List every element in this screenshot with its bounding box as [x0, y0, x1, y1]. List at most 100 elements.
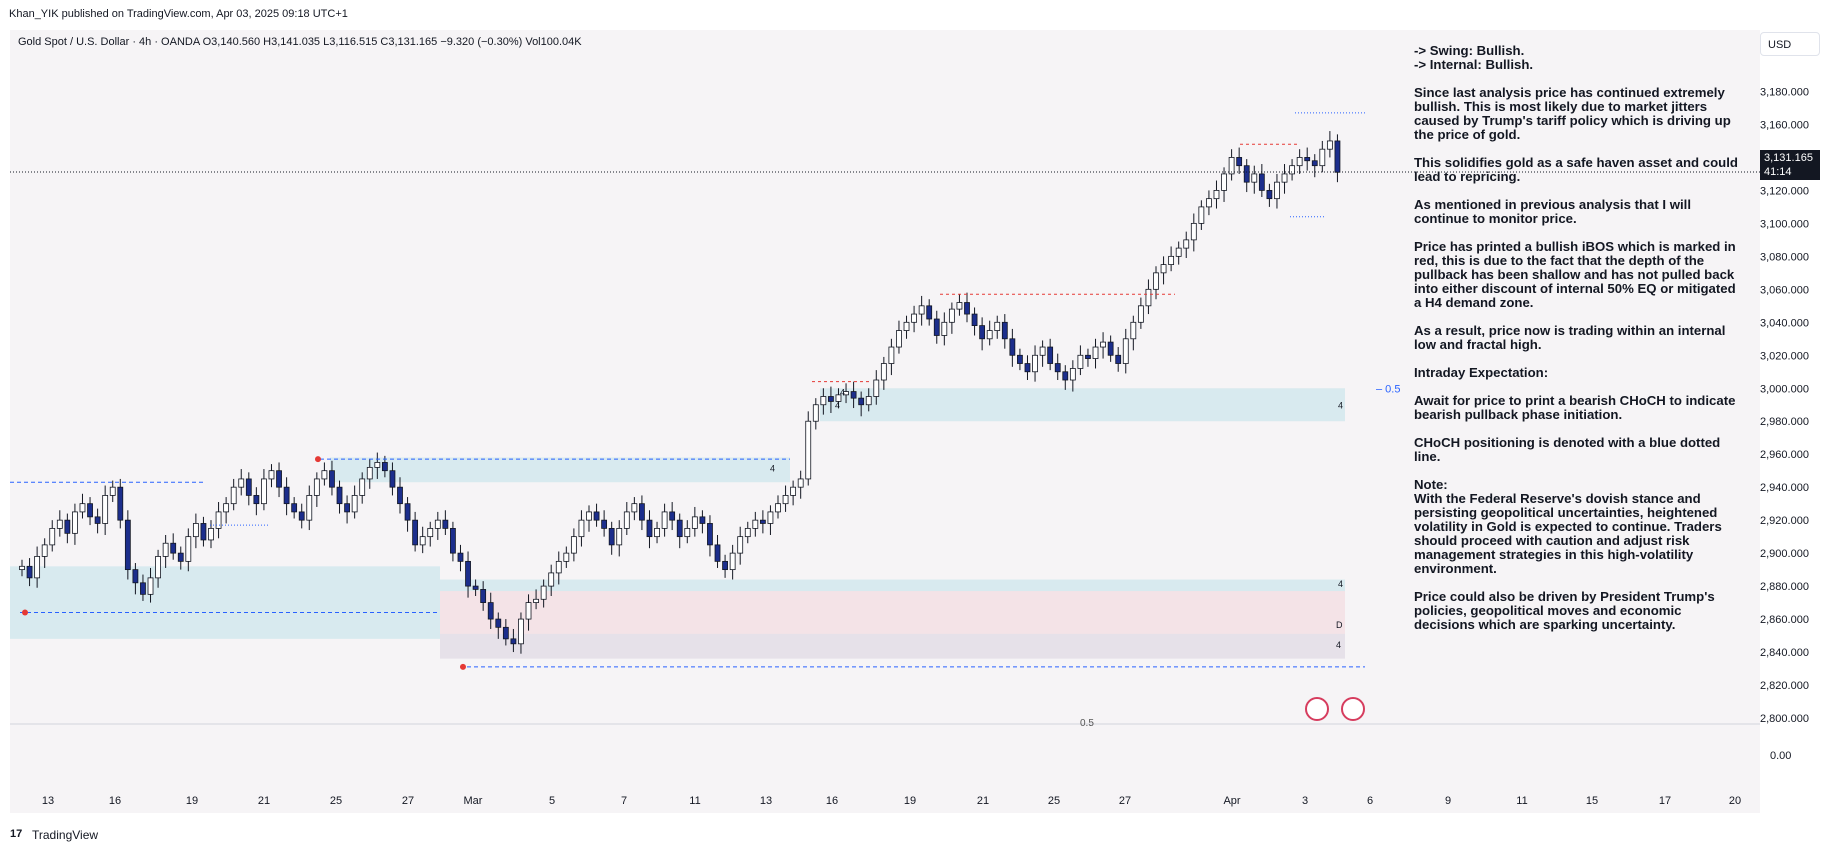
candle: [389, 470, 396, 488]
candle: [1069, 368, 1076, 381]
candle: [1047, 346, 1054, 364]
x-tick-label: 27: [1119, 795, 1131, 807]
us-flag-event-icon[interactable]: [1305, 697, 1329, 721]
candle: [351, 495, 358, 513]
candle: [1213, 190, 1220, 200]
candle: [994, 321, 1001, 331]
candle: [1251, 173, 1258, 183]
y-tick-label: 2,960.000: [1760, 449, 1809, 461]
candle: [1281, 173, 1288, 183]
candle: [170, 542, 177, 554]
zone-label: 4: [770, 463, 775, 473]
candle: [714, 544, 721, 562]
candle: [669, 511, 676, 521]
x-tick-label: 20: [1729, 795, 1741, 807]
candle: [124, 519, 131, 571]
candle: [87, 503, 93, 518]
candle: [1175, 247, 1182, 257]
candle: [759, 519, 766, 524]
candle: [276, 470, 282, 488]
candle: [737, 536, 744, 554]
tradingview-brand[interactable]: TradingView: [32, 828, 99, 842]
candle: [298, 511, 305, 521]
note-paragraph: Price could also be driven by President …: [1414, 589, 1715, 632]
x-tick-label: 6: [1367, 795, 1373, 807]
currency-button[interactable]: USD: [1760, 32, 1820, 56]
candle: [586, 511, 592, 521]
candle: [268, 470, 275, 480]
x-tick-label: Apr: [1223, 795, 1240, 807]
candle: [593, 511, 600, 521]
candle: [1085, 354, 1091, 359]
candle: [880, 363, 887, 381]
candle: [850, 391, 857, 399]
candle: [828, 396, 834, 402]
candle: [1017, 354, 1023, 364]
candle: [911, 313, 917, 323]
x-tick-label: 16: [826, 795, 838, 807]
candle: [162, 542, 169, 557]
candle: [1334, 140, 1341, 173]
candle: [676, 519, 683, 538]
candle: [1304, 157, 1311, 162]
demand-zone: [10, 566, 440, 639]
candle: [888, 346, 895, 364]
y-tick-label: 2,860.000: [1760, 614, 1809, 626]
candle: [1100, 341, 1106, 348]
note-paragraph: Price has printed a bullish iBOS which i…: [1414, 239, 1736, 310]
bar-countdown: 41:14: [1764, 166, 1792, 178]
candle: [616, 527, 623, 546]
us-flag-event-icon[interactable]: [1341, 697, 1365, 721]
candle: [427, 527, 434, 538]
candle: [790, 486, 797, 496]
candle: [1190, 222, 1197, 241]
candle: [608, 527, 615, 546]
candle: [465, 560, 471, 587]
tradingview-logo-icon[interactable]: 17: [10, 828, 23, 840]
candle: [646, 519, 653, 538]
candle: [926, 305, 933, 320]
candle: [805, 420, 812, 480]
candle: [601, 519, 608, 529]
y-tick-label: 3,040.000: [1760, 317, 1809, 329]
candle: [185, 536, 192, 562]
candle: [291, 503, 298, 513]
volume-axis-label: 0.00: [1770, 750, 1791, 762]
candle: [752, 519, 759, 529]
zone-label: 4: [1338, 579, 1343, 589]
x-tick-label: Mar: [464, 795, 483, 807]
candle: [374, 462, 381, 468]
candle: [699, 516, 706, 524]
candle: [261, 478, 267, 505]
candle: [1319, 148, 1326, 167]
candle: [1145, 288, 1152, 307]
candle: [729, 552, 736, 571]
x-tick-label: 11: [689, 795, 700, 807]
publish-header: Khan_YIK published on TradingView.com, A…: [0, 0, 1835, 30]
candle: [487, 602, 494, 620]
note-paragraph: Since last analysis price has continued …: [1414, 85, 1731, 142]
swing-bias: -> Swing: Bullish.: [1414, 43, 1525, 58]
x-tick-label: 21: [258, 795, 270, 807]
candle: [208, 527, 214, 541]
candle: [933, 318, 940, 336]
x-tick-label: 9: [1445, 795, 1451, 807]
candle: [873, 379, 880, 397]
candle: [971, 313, 978, 327]
candle: [548, 572, 555, 587]
candle: [775, 503, 781, 513]
chart-area[interactable]: [10, 30, 1760, 813]
y-tick-label: 3,180.000: [1760, 86, 1809, 98]
candle: [1032, 354, 1038, 373]
candle: [1130, 321, 1137, 340]
candle: [1009, 338, 1016, 356]
candle: [359, 478, 366, 496]
candle: [117, 486, 124, 521]
candle: [34, 556, 41, 579]
swing-high-marker: [315, 456, 321, 463]
x-tick-label: 13: [760, 795, 772, 807]
zone-label: 4: [1336, 640, 1341, 650]
y-tick-label: 3,000.000: [1760, 383, 1809, 395]
candle: [570, 536, 577, 554]
